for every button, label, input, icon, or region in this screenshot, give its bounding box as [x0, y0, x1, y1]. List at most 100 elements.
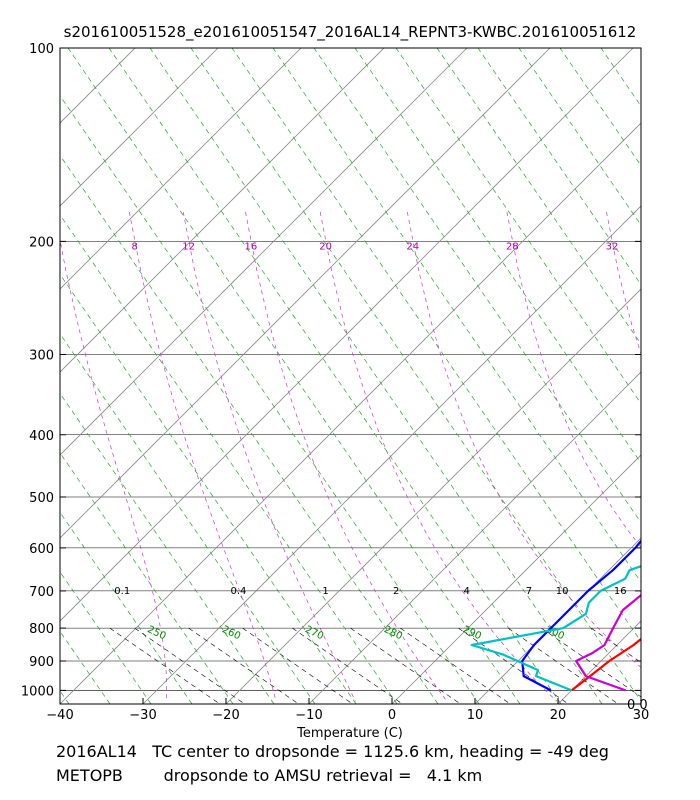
dry-adiabat-label: 290 [461, 624, 483, 642]
mixing-ratio-label: 7 [526, 586, 532, 597]
isotherm-line [60, 48, 634, 622]
chart-title: s201610051528_e201610051547_2016AL14_REP… [64, 23, 637, 42]
isotherm-line [142, 205, 641, 704]
mixing-ratio-label: 1 [322, 586, 328, 597]
dry-adiabat-line [60, 392, 275, 704]
isotherm-line [640, 703, 641, 704]
corner-label: 0 0 [627, 698, 648, 713]
dry-adiabat-line [60, 154, 439, 704]
dry-adiabat-label: 300 [544, 624, 566, 642]
mixing-ratio-line [134, 627, 245, 704]
dry-adiabat-line [395, 48, 641, 405]
dry-adiabat-line [190, 48, 641, 702]
x-axis-label: Temperature (C) [296, 726, 403, 741]
x-tick-label: −30 [129, 708, 156, 723]
moist-adiabat-label: 16 [245, 241, 258, 252]
mixing-ratio-line [458, 627, 569, 704]
x-tick-label: 30 [633, 708, 650, 723]
mixing-ratio-line [350, 627, 461, 704]
x-tick-label: 0 [388, 708, 396, 723]
dry-adiabat-line [60, 630, 111, 704]
moist-adiabat-line [406, 211, 641, 668]
dry-adiabat-line [60, 273, 357, 704]
mixing-ratio-label: 0.1 [114, 586, 130, 597]
isotherm-line [225, 288, 641, 704]
dry-adiabat-line [60, 95, 480, 704]
y-tick-label: 700 [29, 585, 54, 600]
dry-adiabat-line [0, 48, 28, 704]
x-tick-label: −20 [212, 708, 239, 723]
moist-adiabat-label: 28 [506, 241, 519, 252]
mixing-ratio-line [591, 627, 641, 663]
dry-adiabat-line [60, 690, 70, 704]
dry-adiabat-line [313, 48, 641, 524]
dry-adiabat-label: 270 [303, 624, 325, 642]
moist-adiabat-label: 12 [182, 241, 195, 252]
x-tick-label: 10 [467, 708, 484, 723]
isotherm-line [60, 48, 302, 290]
plot-frame [59, 47, 642, 705]
y-tick-label: 600 [29, 542, 54, 557]
y-tick-label: 200 [29, 235, 54, 250]
mixing-ratio-line [541, 627, 641, 698]
dry-adiabat-line [272, 48, 641, 583]
isotherm-line [0, 48, 52, 704]
dry-adiabat-label: 280 [382, 624, 404, 642]
isotherm-line [60, 48, 219, 207]
mixing-ratio-line [292, 627, 403, 704]
footer-line-1: 2016AL14 TC center to dropsonde = 1125.6… [56, 742, 609, 761]
isotherm-line [60, 48, 385, 373]
y-tick-label: 100 [29, 42, 54, 57]
footer-line-2: METOPB dropsonde to AMSU retrieval = 4.1… [56, 766, 483, 785]
mixing-ratio-label: 16 [614, 586, 627, 597]
y-tick-label: 400 [29, 429, 54, 444]
dry-adiabat-line [60, 452, 234, 704]
y-tick-label: 500 [29, 491, 54, 506]
moist-adiabat-label: 20 [319, 241, 332, 252]
y-tick-label: 800 [29, 622, 54, 637]
moist-adiabat-line [245, 211, 448, 702]
cyan-profile [470, 565, 641, 692]
isotherm-line [60, 48, 136, 124]
dry-adiabat-line [436, 48, 641, 345]
isotherm-line [308, 371, 641, 704]
mixing-ratio-label: 4 [464, 586, 470, 597]
moist-adiabat-line [506, 211, 641, 548]
dry-adiabat-line [60, 511, 193, 704]
moist-adiabat-line [182, 211, 356, 702]
red-profile [570, 637, 641, 692]
y-tick-label: 300 [29, 348, 54, 363]
magenta-profile [574, 593, 641, 692]
moist-adiabat-line [319, 211, 558, 702]
moist-adiabat-label: 8 [132, 241, 138, 252]
dry-adiabat-line [108, 48, 562, 704]
isotherm-line [60, 48, 551, 539]
mixing-ratio-label: 10 [556, 586, 569, 597]
mixing-ratio-line [508, 627, 619, 704]
moist-adiabat-label: 24 [406, 241, 419, 252]
x-tick-label: −40 [46, 708, 73, 723]
x-tick-label: 20 [550, 708, 567, 723]
dry-adiabat-line [149, 48, 603, 704]
isotherm-line [60, 48, 468, 456]
dry-adiabat-line [60, 333, 316, 704]
x-tick-label: −10 [295, 708, 322, 723]
mixing-ratio-line [400, 627, 511, 704]
dry-adiabat-line [642, 48, 700, 704]
dry-adiabat-line [67, 48, 521, 704]
mixing-ratio-label: 0.4 [230, 586, 246, 597]
dry-adiabat-line [231, 48, 641, 643]
dry-adiabat-label: 260 [220, 624, 242, 642]
y-tick-label: 900 [29, 655, 54, 670]
moist-adiabat-line [128, 211, 277, 702]
mixing-ratio-line [188, 627, 299, 704]
dry-adiabat-label: 250 [146, 624, 168, 642]
mixing-ratio-label: 2 [393, 586, 399, 597]
y-tick-label: 1000 [21, 684, 54, 699]
dry-adiabat-line [354, 48, 641, 464]
moist-adiabat-label: 32 [606, 241, 619, 252]
isotherm-line [391, 454, 641, 704]
blue-profile [521, 539, 641, 692]
mixing-ratio-line [242, 627, 353, 704]
